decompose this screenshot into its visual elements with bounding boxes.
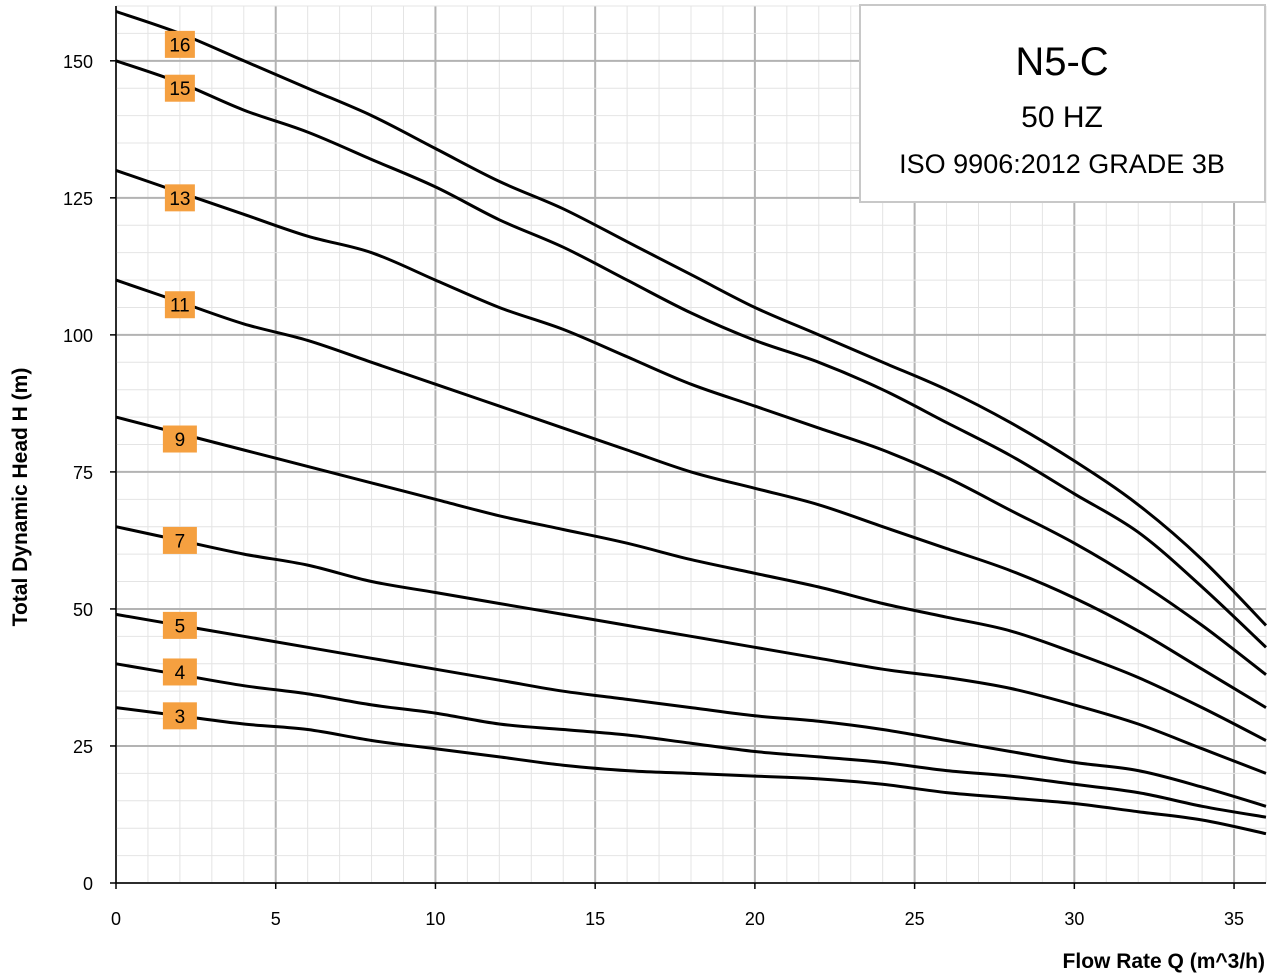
y-tick-label: 0: [83, 874, 93, 894]
stage-label-15: 15: [165, 75, 195, 102]
stage-label-13: 13: [165, 184, 195, 211]
x-tick-label: 35: [1224, 909, 1244, 929]
stage-label-3: 3: [163, 702, 197, 729]
stage-label-text: 16: [169, 35, 190, 56]
stage-label-11: 11: [165, 291, 195, 318]
stage-label-text: 5: [175, 616, 186, 637]
y-tick-label: 125: [63, 189, 93, 209]
stage-label-text: 9: [175, 430, 186, 451]
x-axis-label: Flow Rate Q (m^3/h): [1063, 950, 1265, 973]
chart-frequency: 50 HZ: [1021, 101, 1103, 134]
chart-standard: ISO 9906:2012 GRADE 3B: [899, 149, 1225, 179]
y-tick-label: 50: [73, 600, 93, 620]
x-tick-label: 10: [425, 909, 445, 929]
stage-label-4: 4: [163, 658, 197, 685]
info-box: N5-C 50 HZ ISO 9906:2012 GRADE 3B: [860, 5, 1265, 202]
x-tick-label: 25: [905, 909, 925, 929]
stage-label-text: 7: [175, 531, 186, 552]
x-tick-label: 0: [111, 909, 121, 929]
x-tick-label: 30: [1064, 909, 1084, 929]
chart-title: N5-C: [1015, 40, 1108, 84]
stage-label-text: 4: [175, 663, 186, 684]
y-tick-label: 25: [73, 737, 93, 757]
y-tick-label: 150: [63, 52, 93, 72]
stage-label-16: 16: [165, 31, 195, 58]
stage-label-text: 11: [170, 296, 190, 317]
x-tick-label: 15: [585, 909, 605, 929]
stage-label-9: 9: [163, 426, 197, 453]
stage-label-text: 13: [169, 189, 190, 210]
stage-label-text: 15: [169, 79, 190, 100]
y-axis-label: Total Dynamic Head H (m): [9, 368, 32, 627]
stage-label-7: 7: [163, 527, 197, 554]
stage-label-5: 5: [163, 612, 197, 639]
x-tick-label: 20: [745, 909, 765, 929]
y-tick-label: 75: [73, 463, 93, 483]
x-tick-label: 5: [271, 909, 281, 929]
stage-label-text: 3: [175, 707, 186, 728]
y-tick-label: 100: [63, 326, 93, 346]
